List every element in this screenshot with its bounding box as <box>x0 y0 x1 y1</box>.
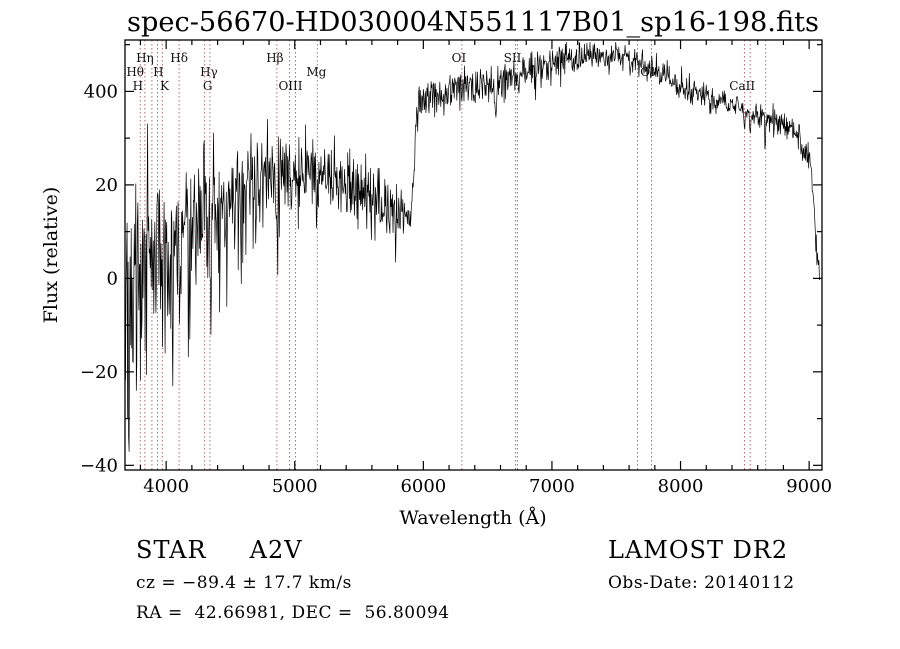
spectrum-trace <box>125 41 821 452</box>
spectral-line-label: OI <box>640 65 655 79</box>
obs-date: Obs-Date: 20140112 <box>608 573 795 593</box>
plot-title: spec-56670-HD030004N551117B01_sp16-198.f… <box>127 7 819 38</box>
spectral-line-label: Hβ <box>266 51 283 65</box>
spectral-line-label: OIII <box>278 79 302 93</box>
spectral-line-markers <box>139 40 767 470</box>
survey-label: LAMOST DR2 <box>608 536 789 564</box>
axis-tick-labels: 4000 5000 6000 7000 8000 9000 −40 −20 0 20 400 <box>80 81 832 497</box>
x-tick-label: 8000 <box>658 476 704 497</box>
y-tick-label: 400 <box>84 81 118 102</box>
y-axis-label: Flux (relative) <box>40 187 62 324</box>
y-tick-label: 0 <box>107 268 118 289</box>
spectral-line-label: SII <box>504 51 522 65</box>
spectral-line-label: H <box>153 65 163 79</box>
y-tick-label: −20 <box>80 362 118 383</box>
spectral-line-label: CaII <box>729 79 755 93</box>
x-tick-label: 7000 <box>529 476 575 497</box>
axis-ticks <box>125 40 822 470</box>
spectral-line-label: Hγ <box>200 65 218 79</box>
x-tick-label: 6000 <box>400 476 446 497</box>
spectral-line-label: Hη <box>136 51 154 65</box>
cz-value: cz = −89.4 ± 17.7 km/s <box>136 573 352 593</box>
object-class-label: STAR A2V <box>136 536 303 564</box>
x-tick-label: 5000 <box>272 476 318 497</box>
y-tick-label: −40 <box>80 455 118 476</box>
x-tick-label: 4000 <box>143 476 189 497</box>
x-axis-label: Wavelength (Å) <box>399 507 546 529</box>
y-tick-label: 20 <box>95 175 118 196</box>
spectral-line-label: Hθ <box>126 65 144 79</box>
spectral-line-label: H <box>133 79 143 93</box>
spectral-line-label: G <box>203 79 213 93</box>
spectral-line-label: OI <box>452 51 467 65</box>
x-tick-label: 9000 <box>786 476 832 497</box>
spectral-line-label: Hδ <box>170 51 188 65</box>
spectral-line-label: Mg <box>306 65 326 79</box>
plot-frame <box>124 39 823 471</box>
ra-dec: RA = 42.66981, DEC = 56.80094 <box>136 603 450 623</box>
spectral-line-label: K <box>160 79 170 93</box>
spectrum-line <box>125 41 821 452</box>
